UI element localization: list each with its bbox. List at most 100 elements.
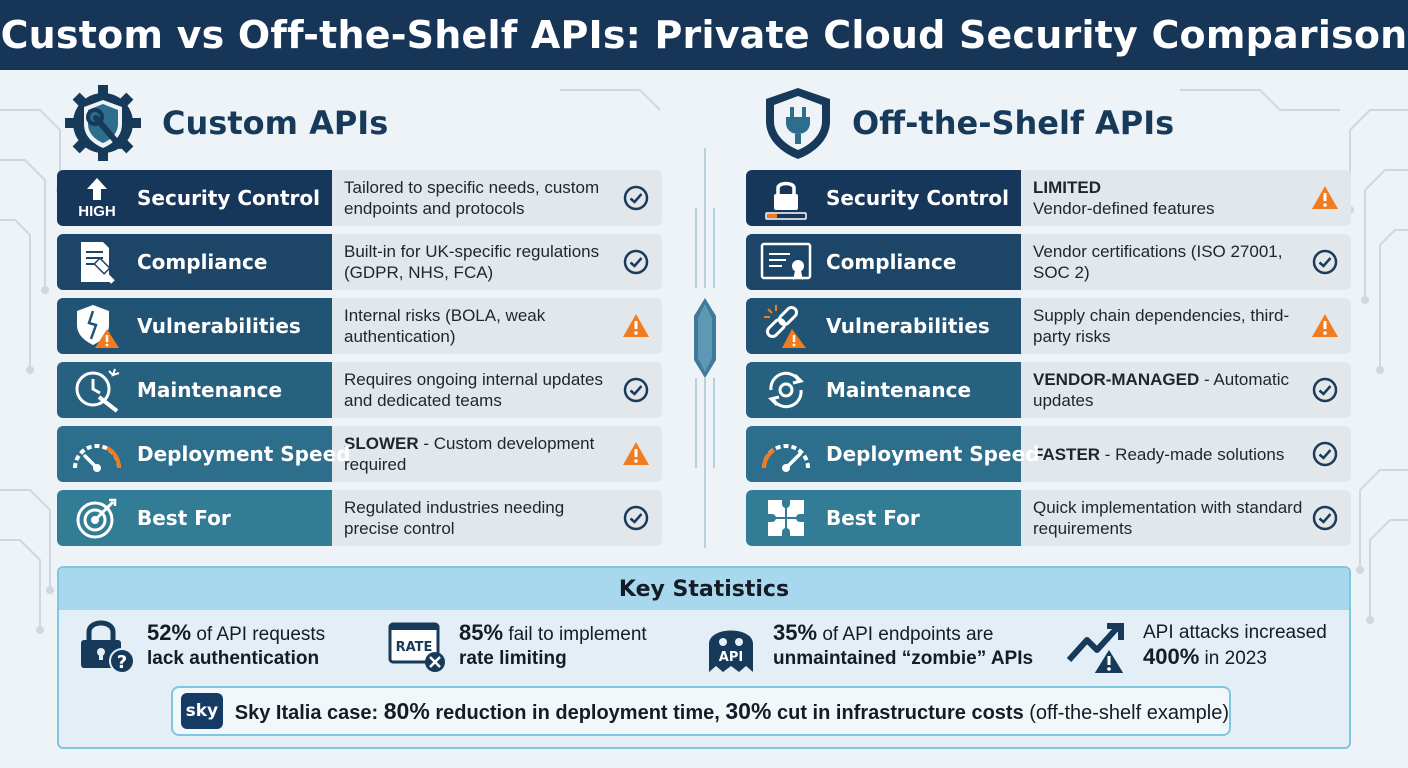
row-value: SLOWER - Custom development required xyxy=(344,434,595,474)
row-label-cell: Best For xyxy=(57,490,332,546)
lock-question-icon: ? xyxy=(81,620,135,674)
row-value-cell: Internal risks (BOLA, weak authenticatio… xyxy=(332,298,662,354)
ots-row-maintenance: Maintenance VENDOR-MANAGED - Automatic u… xyxy=(746,362,1351,418)
stat-rate-limit: RATE 85% fail to implement rate limiting xyxy=(387,618,647,674)
row-label: Security Control xyxy=(826,186,1010,210)
ots-row-vulnerabilities: Vulnerabilities Supply chain dependencie… xyxy=(746,298,1351,354)
shield-plug-icon xyxy=(766,88,830,159)
arrow-up-icon: HIGH xyxy=(57,170,137,226)
row-value: FASTER - Ready-made solutions xyxy=(1033,444,1285,464)
check-icon xyxy=(1312,441,1338,467)
row-value: LIMITED Vendor-defined features xyxy=(1033,178,1215,218)
row-value-cell: SLOWER - Custom development required xyxy=(332,426,662,482)
custom-row-compliance: Compliance Built-in for UK-specific regu… xyxy=(57,234,662,290)
row-label: Best For xyxy=(826,506,920,530)
broken-shield-warning-icon xyxy=(57,298,137,354)
row-value-cell: Vendor certifications (ISO 27001, SOC 2) xyxy=(1021,234,1351,290)
custom-row-security-control: HIGH Security Control Tailored to specif… xyxy=(57,170,662,226)
warning-icon xyxy=(1312,186,1338,209)
row-value-cell: Tailored to specific needs, custom endpo… xyxy=(332,170,662,226)
key-statistics-heading: Key Statistics xyxy=(59,568,1349,610)
row-label-cell: Maintenance xyxy=(746,362,1021,418)
row-value: Regulated industries needing precise con… xyxy=(344,498,565,538)
document-gavel-icon xyxy=(57,234,137,290)
center-divider xyxy=(694,148,716,548)
row-label: Compliance xyxy=(826,250,957,274)
off-the-shelf-heading: Off-the-Shelf APIs xyxy=(762,85,1174,161)
row-value: Tailored to specific needs, custom endpo… xyxy=(344,178,600,218)
row-label-cell: Security Control xyxy=(746,170,1021,226)
row-value: Requires ongoing internal updates and de… xyxy=(344,370,603,410)
rate-limit-icon: RATE xyxy=(388,622,445,672)
row-label-cell: Deployment Speed xyxy=(57,426,350,482)
target-icon xyxy=(57,490,137,546)
case-text: Sky Italia case: 80% reduction in deploy… xyxy=(234,697,1229,724)
row-value: Supply chain dependencies, third-party r… xyxy=(1033,306,1290,346)
check-icon xyxy=(1312,249,1338,275)
row-value-cell: Requires ongoing internal updates and de… xyxy=(332,362,662,418)
speedometer-fast-icon xyxy=(746,426,826,482)
api-icon-label: API xyxy=(719,650,743,665)
header-bar: Custom vs Off-the-Shelf APIs: Private Cl… xyxy=(0,0,1408,70)
broken-link-warning-icon xyxy=(746,298,826,354)
custom-apis-table: HIGH Security Control Tailored to specif… xyxy=(57,170,662,554)
row-value: Quick implementation with standard requi… xyxy=(1033,498,1303,538)
row-value: Built-in for UK-specific regulations (GD… xyxy=(344,242,600,282)
off-the-shelf-title: Off-the-Shelf APIs xyxy=(852,104,1175,142)
row-label-cell: Vulnerabilities xyxy=(746,298,1021,354)
stat-text: API attacks increased 400% in 2023 xyxy=(1143,622,1327,669)
row-label: Vulnerabilities xyxy=(137,314,301,338)
row-label-cell: Best For xyxy=(746,490,1021,546)
row-value-cell: Supply chain dependencies, third-party r… xyxy=(1021,298,1351,354)
warning-icon xyxy=(623,442,649,465)
row-value-cell: Regulated industries needing precise con… xyxy=(332,490,662,546)
svg-text:?: ? xyxy=(117,652,127,673)
row-label: Compliance xyxy=(137,250,268,274)
warning-icon xyxy=(623,314,649,337)
trend-up-warning-icon xyxy=(1066,623,1127,674)
custom-row-deployment-speed: Deployment Speed SLOWER - Custom develop… xyxy=(57,426,662,482)
custom-apis-title: Custom APIs xyxy=(162,104,389,142)
warning-icon xyxy=(1312,314,1338,337)
check-icon xyxy=(623,377,649,403)
puzzle-icon xyxy=(746,490,826,546)
certificate-icon xyxy=(746,234,826,290)
row-label-cell: Compliance xyxy=(57,234,332,290)
row-label: Vulnerabilities xyxy=(826,314,990,338)
custom-row-maintenance: Maintenance Requires ongoing internal up… xyxy=(57,362,662,418)
row-label-cell: HIGH Security Control xyxy=(57,170,332,226)
custom-row-best-for: Best For Regulated industries needing pr… xyxy=(57,490,662,546)
row-value-cell: VENDOR-MANAGED - Automatic updates xyxy=(1021,362,1351,418)
stat-auth: ? 52% of API requests lack authenticatio… xyxy=(77,618,325,674)
high-badge: HIGH xyxy=(78,202,116,220)
gear-wrench-icon xyxy=(65,85,141,161)
custom-apis-heading: Custom APIs xyxy=(62,82,388,164)
ots-row-best-for: Best For Quick implementation with stand… xyxy=(746,490,1351,546)
row-label-cell: Compliance xyxy=(746,234,1021,290)
check-icon xyxy=(1312,505,1338,531)
check-icon xyxy=(623,505,649,531)
row-label-cell: Deployment Speed xyxy=(746,426,1039,482)
row-value-cell: FASTER - Ready-made solutions xyxy=(1021,426,1351,482)
rate-icon-label: RATE xyxy=(396,640,433,655)
row-value: VENDOR-MANAGED - Automatic updates xyxy=(1033,370,1289,410)
row-label: Maintenance xyxy=(137,378,283,402)
row-label: Best For xyxy=(137,506,231,530)
row-value-cell: Built-in for UK-specific regulations (GD… xyxy=(332,234,662,290)
clock-tools-icon xyxy=(57,362,137,418)
off-the-shelf-table: Security Control LIMITED Vendor-defined f… xyxy=(746,170,1351,554)
ots-row-deployment-speed: Deployment Speed FASTER - Ready-made sol… xyxy=(746,426,1351,482)
gear-refresh-icon xyxy=(746,362,826,418)
ghost-icon: API xyxy=(709,630,753,672)
row-label: Maintenance xyxy=(826,378,972,402)
sky-italia-case-banner: sky Sky Italia case: 80% reduction in de… xyxy=(171,686,1231,736)
row-label: Deployment Speed xyxy=(137,442,351,466)
speedometer-slow-icon xyxy=(57,426,137,482)
stat-text: 85% fail to implement rate limiting xyxy=(459,620,647,670)
key-statistics-panel: Key Statistics ? 52% of API requests lac… xyxy=(57,566,1351,749)
stat-text: 35% of API endpoints are unmaintained “z… xyxy=(773,620,1034,670)
ots-row-security-control: Security Control LIMITED Vendor-defined f… xyxy=(746,170,1351,226)
row-value-cell: Quick implementation with standard requi… xyxy=(1021,490,1351,546)
check-icon xyxy=(623,249,649,275)
check-icon xyxy=(1312,377,1338,403)
